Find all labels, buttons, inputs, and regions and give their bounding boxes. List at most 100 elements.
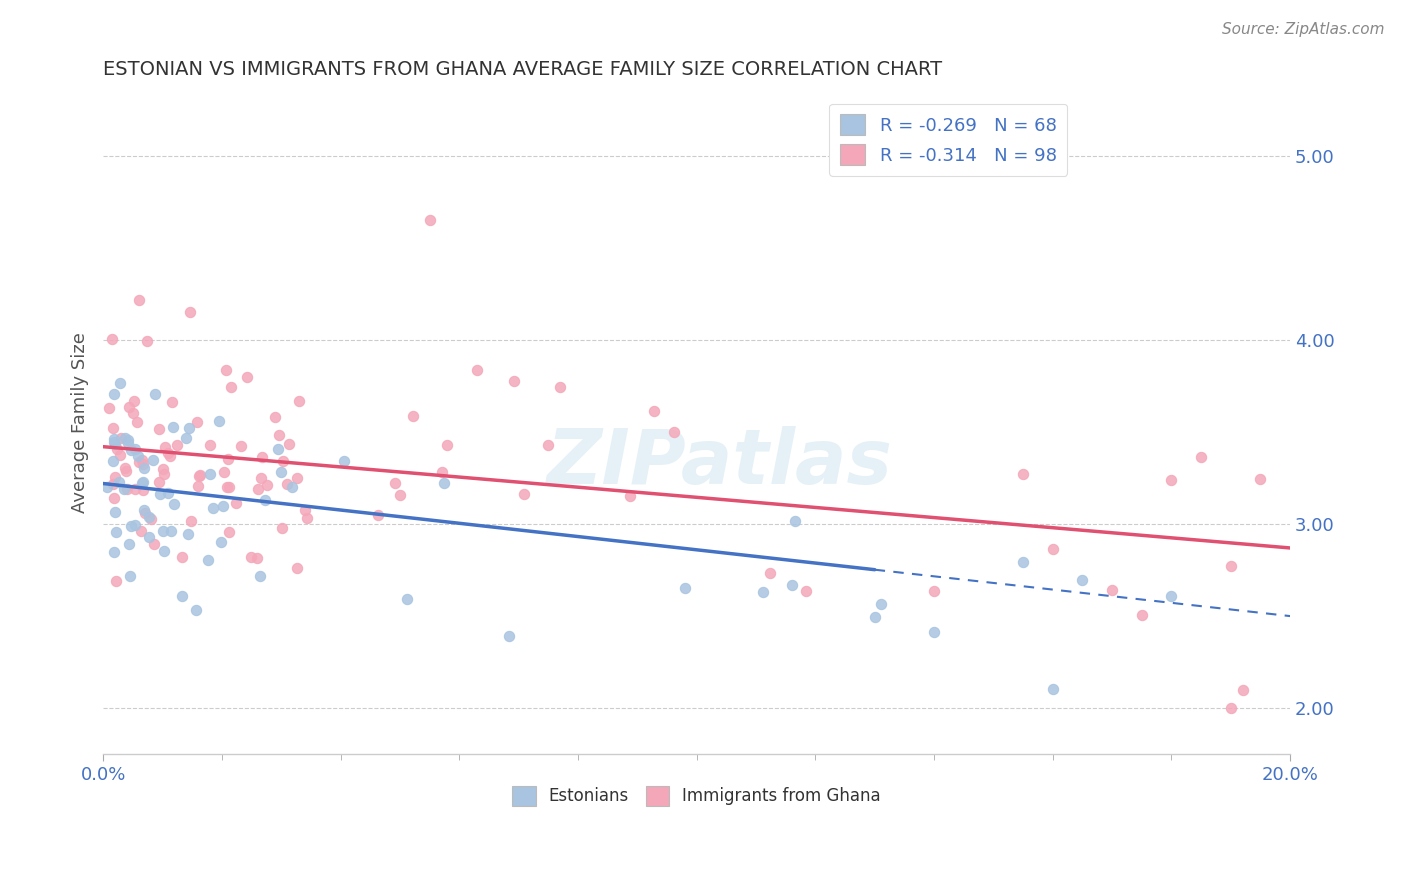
Point xyxy=(537,438,560,452)
Text: ESTONIAN VS IMMIGRANTS FROM GHANA AVERAGE FAMILY SIZE CORRELATION CHART: ESTONIAN VS IMMIGRANTS FROM GHANA AVERAG… xyxy=(103,60,942,78)
Point xyxy=(197,553,219,567)
Point xyxy=(1232,682,1254,697)
Point xyxy=(143,387,166,401)
Point xyxy=(132,502,155,516)
Point xyxy=(384,475,406,490)
Point xyxy=(157,486,180,500)
Point xyxy=(114,460,136,475)
Point xyxy=(465,362,488,376)
Point xyxy=(295,511,318,525)
Point xyxy=(285,561,308,575)
Point xyxy=(215,363,238,377)
Point xyxy=(207,414,229,428)
Point xyxy=(122,394,145,409)
Point xyxy=(249,569,271,583)
Point xyxy=(294,503,316,517)
Point xyxy=(643,404,665,418)
Point xyxy=(96,480,118,494)
Point xyxy=(218,524,240,539)
Point xyxy=(101,333,124,347)
Point xyxy=(1012,467,1035,481)
Point xyxy=(1101,582,1123,597)
Point xyxy=(124,482,146,496)
Point xyxy=(247,482,270,496)
Point xyxy=(498,629,520,643)
Point xyxy=(148,475,170,490)
Point xyxy=(187,469,209,483)
Point xyxy=(186,416,208,430)
Point xyxy=(103,386,125,401)
Point xyxy=(132,483,155,497)
Point xyxy=(160,524,183,538)
Point xyxy=(124,442,146,457)
Point xyxy=(128,455,150,469)
Point xyxy=(101,476,124,491)
Point xyxy=(108,475,131,490)
Point xyxy=(101,421,124,435)
Point xyxy=(121,407,143,421)
Point xyxy=(172,549,194,564)
Point xyxy=(271,521,294,535)
Point xyxy=(276,476,298,491)
Point xyxy=(160,395,183,409)
Point xyxy=(433,476,456,491)
Point xyxy=(141,512,163,526)
Point xyxy=(177,527,200,541)
Point xyxy=(104,469,127,483)
Point xyxy=(115,482,138,496)
Point xyxy=(149,487,172,501)
Point xyxy=(250,470,273,484)
Point xyxy=(1071,573,1094,587)
Point xyxy=(159,449,181,463)
Point xyxy=(548,379,571,393)
Point xyxy=(759,566,782,580)
Point xyxy=(152,461,174,475)
Point xyxy=(436,438,458,452)
Point xyxy=(212,465,235,479)
Point xyxy=(430,466,453,480)
Point xyxy=(267,442,290,456)
Point xyxy=(402,409,425,423)
Point xyxy=(142,453,165,467)
Point xyxy=(170,589,193,603)
Point xyxy=(270,465,292,479)
Point xyxy=(104,505,127,519)
Point xyxy=(124,517,146,532)
Point xyxy=(153,440,176,454)
Point xyxy=(780,578,803,592)
Point xyxy=(219,380,242,394)
Point xyxy=(271,454,294,468)
Point xyxy=(136,334,159,348)
Point xyxy=(333,454,356,468)
Point xyxy=(1160,589,1182,603)
Point xyxy=(166,437,188,451)
Point xyxy=(163,497,186,511)
Point xyxy=(104,574,127,588)
Point xyxy=(152,524,174,538)
Point xyxy=(132,457,155,471)
Point xyxy=(103,491,125,505)
Point xyxy=(138,530,160,544)
Point xyxy=(863,609,886,624)
Point xyxy=(115,464,138,478)
Point xyxy=(179,421,201,435)
Point xyxy=(664,425,686,439)
Point xyxy=(1249,472,1271,486)
Point xyxy=(132,475,155,490)
Point xyxy=(118,569,141,583)
Point xyxy=(263,410,285,425)
Legend: Estonians, Immigrants from Ghana: Estonians, Immigrants from Ghana xyxy=(506,780,887,813)
Point xyxy=(280,480,302,494)
Point xyxy=(1189,450,1212,464)
Point xyxy=(752,585,775,599)
Point xyxy=(143,537,166,551)
Point xyxy=(1042,541,1064,556)
Point xyxy=(117,433,139,447)
Point xyxy=(97,401,120,415)
Point xyxy=(217,451,239,466)
Point xyxy=(103,545,125,559)
Point xyxy=(619,489,641,503)
Point xyxy=(127,449,149,463)
Point xyxy=(1042,681,1064,696)
Point xyxy=(187,479,209,493)
